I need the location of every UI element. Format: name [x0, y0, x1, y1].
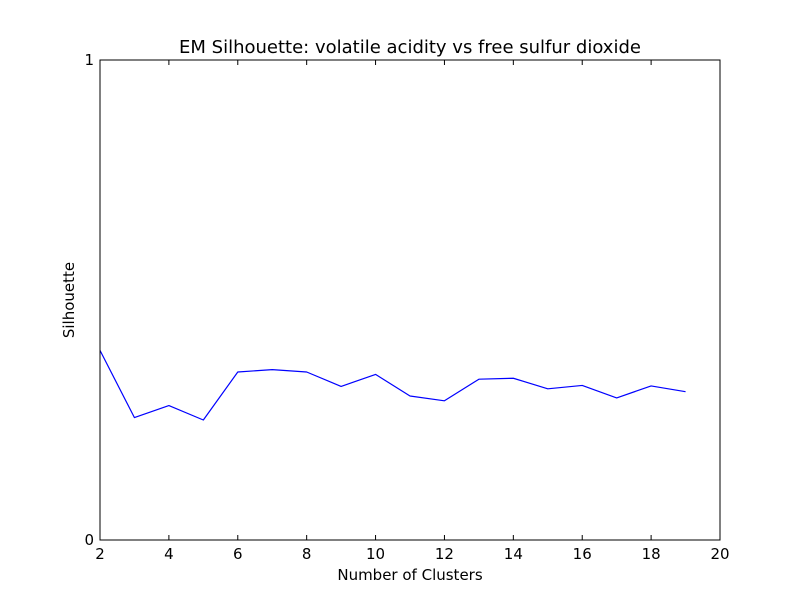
x-tick-label: 12 [435, 545, 454, 563]
x-tick-label: 6 [233, 545, 243, 563]
x-tick-label: 4 [164, 545, 174, 563]
x-tick-label: 20 [710, 545, 729, 563]
y-tick-label: 0 [84, 531, 94, 549]
axes-frame [99, 59, 721, 541]
x-tick-label: 16 [573, 545, 592, 563]
axes: 2 4 6 8 10 12 14 16 18 20 0 1 [84, 51, 729, 563]
x-axis-label: Number of Clusters [337, 566, 482, 584]
plot-area [99, 350, 686, 421]
x-tick-label: 14 [504, 545, 523, 563]
chart-title: EM Silhouette: volatile acidity vs free … [179, 37, 641, 58]
x-tick-label: 2 [95, 545, 105, 563]
series-line [99, 350, 686, 421]
x-tick-label: 10 [366, 545, 385, 563]
y-axis-label: Silhouette [60, 262, 78, 338]
y-tick-label: 1 [84, 51, 94, 69]
x-tick-label: 8 [302, 545, 312, 563]
x-tick-label: 18 [642, 545, 661, 563]
